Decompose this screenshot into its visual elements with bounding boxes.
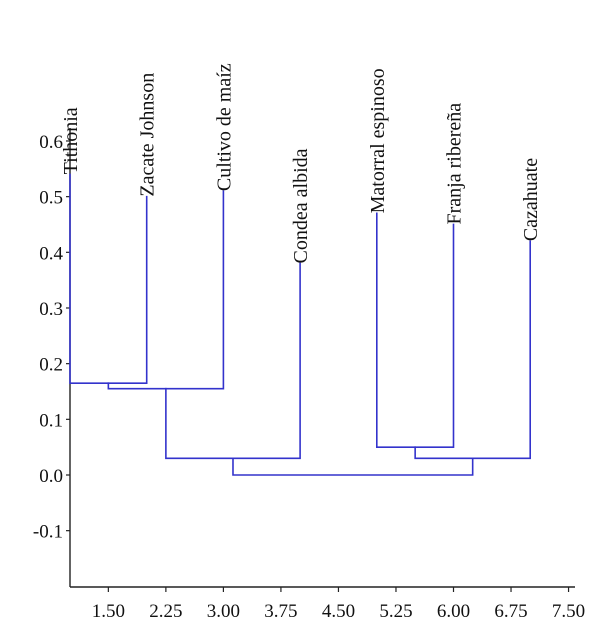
x-tick-label: 7.50: [552, 601, 585, 622]
dendrogram-link: [414, 240, 531, 460]
leaf-label: Matorral espinoso: [367, 68, 389, 213]
dendrogram-link: [232, 457, 474, 476]
dendrogram-link: [69, 173, 148, 384]
leaf-label: Zacate Johnson: [137, 73, 159, 197]
y-tick-label: 0.3: [39, 299, 63, 320]
y-tick-label: 0.4: [39, 243, 63, 264]
dendrogram-link: [107, 190, 225, 390]
x-tick-label: 3.00: [207, 601, 240, 622]
leaf-label: Tithonia: [60, 107, 82, 174]
x-tick-label: 2.25: [149, 601, 182, 622]
leaf-label: Franja ribereña: [444, 103, 466, 225]
dendrogram-link: [165, 262, 301, 460]
x-tick-label: 3.75: [264, 601, 297, 622]
leaf-label: Condea albida: [290, 148, 312, 263]
x-tick-label: 1.50: [92, 601, 125, 622]
dendrogram-links: [69, 173, 531, 476]
x-tick-label: 6.00: [437, 601, 470, 622]
x-tick-label: 5.25: [379, 601, 412, 622]
dendrogram-link: [376, 212, 455, 448]
y-tick-label: 0.5: [39, 188, 63, 209]
y-tick-label: 0.2: [39, 355, 63, 376]
leaf-label: Cazahuate: [520, 158, 542, 241]
x-tick-label: 6.75: [494, 601, 527, 622]
leaf-labels: Tithonia Zacate Johnson Cultivo de maíz Con…: [60, 63, 542, 263]
y-tick-label: -0.1: [33, 522, 63, 543]
y-tick-label: 0.1: [39, 410, 63, 431]
leaf-label: Cultivo de maíz: [213, 63, 235, 191]
x-tick-label: 4.50: [322, 601, 355, 622]
axes: 0.6 0.5 0.4 0.3 0.2 0.1 0.0 -0.1 1.50 2.25 3.00 3.7…: [33, 128, 585, 622]
y-tick-label: 0.6: [39, 132, 63, 153]
y-tick-label: 0.0: [39, 466, 63, 487]
